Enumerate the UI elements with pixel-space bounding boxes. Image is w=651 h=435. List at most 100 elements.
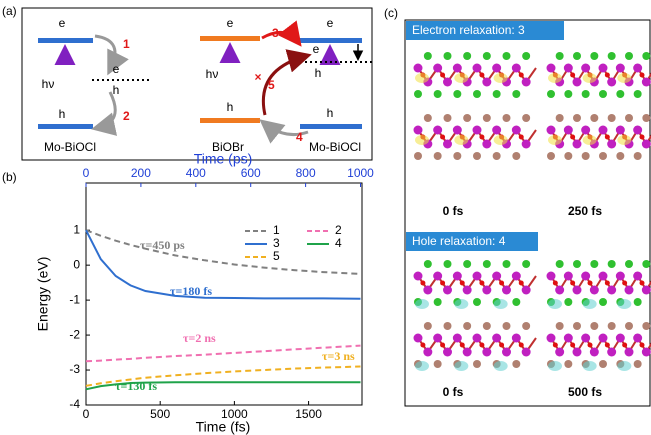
atom — [616, 90, 624, 98]
atom — [453, 334, 462, 343]
atom — [547, 64, 556, 73]
atom — [522, 286, 531, 295]
atom — [640, 135, 645, 140]
photon-label: hν — [206, 67, 219, 81]
time-label: 250 fs — [568, 204, 602, 218]
atom — [473, 64, 482, 73]
atom — [625, 260, 633, 268]
atom — [423, 348, 432, 357]
atom — [634, 298, 642, 306]
atom — [640, 281, 645, 286]
atom — [555, 286, 564, 295]
atom — [463, 260, 471, 268]
x2-tick-label: 400 — [186, 166, 206, 180]
atom — [599, 126, 608, 135]
atom — [502, 348, 511, 357]
atom — [443, 286, 452, 295]
legend-label: 4 — [335, 236, 342, 250]
atom — [444, 322, 452, 330]
atom — [547, 126, 556, 135]
atom — [482, 348, 491, 357]
atom — [482, 286, 491, 295]
panel-title: Electron relaxation: 3 — [412, 23, 525, 37]
atom — [443, 348, 452, 357]
atom — [616, 126, 625, 135]
atom — [573, 140, 582, 149]
density — [548, 361, 562, 371]
atom — [473, 298, 481, 306]
atom — [460, 343, 465, 348]
density — [548, 299, 562, 309]
atom — [633, 126, 642, 135]
panel-label: (a) — [2, 4, 17, 18]
atom — [599, 360, 607, 368]
atom — [581, 272, 590, 281]
material-label: Mo-BiOCl — [44, 140, 96, 154]
atom — [424, 114, 432, 122]
atom — [434, 360, 442, 368]
atom — [460, 281, 465, 286]
atom — [590, 322, 598, 330]
atom — [590, 52, 598, 60]
atom — [443, 78, 452, 87]
atom — [479, 281, 484, 286]
atom — [499, 281, 504, 286]
panel-label: (b) — [2, 170, 17, 184]
legend-label: 5 — [273, 249, 280, 263]
density — [494, 135, 508, 145]
atom — [433, 126, 442, 135]
atom — [556, 52, 564, 60]
atom — [433, 64, 442, 73]
density — [617, 73, 631, 83]
density — [548, 135, 562, 145]
y-tick-label: -1 — [69, 292, 80, 306]
atom — [573, 52, 581, 60]
atom — [440, 135, 445, 140]
atom — [590, 286, 599, 295]
atom — [512, 126, 521, 135]
atom — [633, 64, 642, 73]
atom — [420, 281, 425, 286]
atom — [570, 135, 575, 140]
y-tick-label: -2 — [69, 327, 80, 341]
atom — [642, 260, 650, 268]
atom — [473, 334, 482, 343]
density — [583, 361, 597, 371]
atom — [642, 348, 651, 357]
series-line — [86, 230, 361, 299]
density — [415, 73, 429, 83]
atom — [640, 343, 645, 348]
x-tick-label: 500 — [150, 407, 170, 421]
atom — [590, 260, 598, 268]
atom — [479, 343, 484, 348]
atom — [414, 64, 423, 73]
atom — [420, 343, 425, 348]
atom — [633, 272, 642, 281]
atom — [599, 272, 608, 281]
x2-tick-label: 200 — [131, 166, 151, 180]
atom — [564, 360, 572, 368]
atom — [625, 52, 633, 60]
atom — [414, 334, 423, 343]
atom — [463, 322, 471, 330]
step-label: 1 — [123, 37, 130, 51]
atom — [414, 90, 422, 98]
step-label: 5 — [268, 78, 275, 92]
x-tick-label: 1500 — [295, 407, 322, 421]
y-tick-label: 0 — [73, 257, 80, 271]
density — [583, 135, 597, 145]
annotation: τ=180 fs — [170, 284, 212, 298]
hole-label: h — [227, 100, 234, 114]
atom — [642, 52, 650, 60]
atom — [522, 140, 531, 149]
material-label: Mo-BiOCl — [309, 140, 361, 154]
atom — [556, 114, 564, 122]
atom — [625, 322, 633, 330]
atom — [522, 52, 530, 60]
atom — [482, 78, 491, 87]
density — [494, 361, 508, 371]
atom — [608, 260, 616, 268]
panel-a: (a) e h hν e h 1 2 Mo-BiOCl × e h hν e h… — [2, 4, 372, 160]
atom — [414, 152, 422, 160]
atom — [555, 348, 564, 357]
